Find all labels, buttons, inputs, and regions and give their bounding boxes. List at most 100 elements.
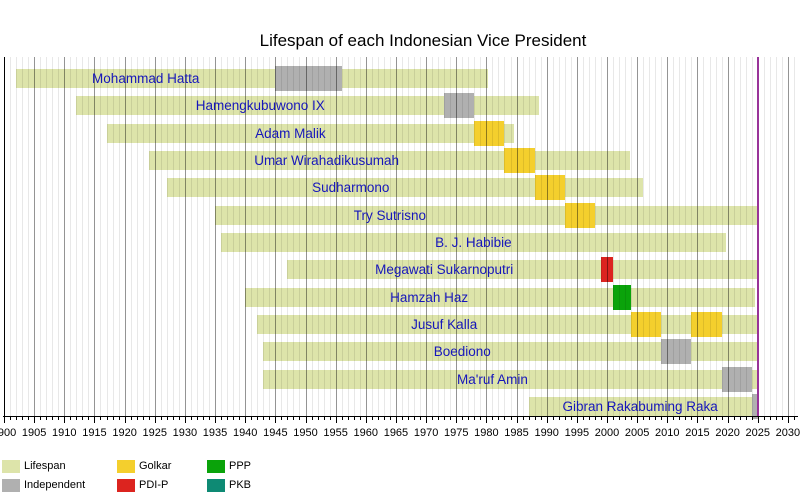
gridline xyxy=(118,57,120,416)
axis-tick xyxy=(401,417,403,420)
axis-tick xyxy=(28,417,30,420)
gridline xyxy=(184,57,186,416)
axis-tick xyxy=(534,417,536,420)
gridline xyxy=(317,57,319,416)
gridline xyxy=(275,57,277,416)
gridline xyxy=(305,57,307,416)
axis-tick xyxy=(709,417,711,420)
axis-tick xyxy=(100,417,102,420)
gridline xyxy=(257,57,259,416)
axis-tick xyxy=(166,417,168,420)
gridline xyxy=(359,57,361,416)
gridline xyxy=(781,57,783,416)
axis-tick xyxy=(106,417,108,420)
vp-name-label: Try Sutrisno xyxy=(353,207,427,223)
axis-tick xyxy=(136,417,138,420)
gridline xyxy=(673,57,675,416)
gridline xyxy=(160,57,162,416)
gridline xyxy=(492,57,494,416)
axis-tick xyxy=(787,417,789,423)
lifespan-bar xyxy=(263,342,758,362)
axis-tick-label: 1975 xyxy=(444,427,469,439)
term-segment xyxy=(534,175,565,201)
gridline xyxy=(697,57,699,416)
axis-tick xyxy=(649,417,651,420)
axis-tick xyxy=(287,417,289,420)
gridline xyxy=(46,57,48,416)
axis-tick-label: 1990 xyxy=(534,427,559,439)
axis-tick-label: 2005 xyxy=(624,427,650,439)
gridline xyxy=(763,57,765,416)
axis-tick-label: 2000 xyxy=(594,427,620,439)
gridline xyxy=(727,57,729,416)
gridline xyxy=(82,57,84,416)
axis-tick xyxy=(540,417,542,420)
gridline xyxy=(16,57,18,416)
gridline xyxy=(323,57,325,416)
gridline xyxy=(34,57,36,416)
axis-tick xyxy=(209,417,211,420)
axis-tick xyxy=(353,417,355,420)
axis-tick xyxy=(299,417,301,420)
axis-tick xyxy=(486,417,488,423)
axis-tick xyxy=(202,417,204,420)
gridline xyxy=(685,57,687,416)
gridline xyxy=(600,57,602,416)
axis-tick xyxy=(450,417,452,420)
gridline xyxy=(510,57,512,416)
axis-tick xyxy=(347,417,349,420)
axis-tick xyxy=(619,417,621,420)
axis-tick xyxy=(516,417,518,423)
axis-tick xyxy=(233,417,235,420)
present-day-line xyxy=(756,57,759,416)
vp-name-label: Ma'ruf Amin xyxy=(456,371,528,387)
term-segment xyxy=(474,120,505,146)
axis-tick xyxy=(365,417,367,423)
lifespan-bar xyxy=(215,205,758,225)
axis-tick-label: 1905 xyxy=(21,427,47,439)
gridline xyxy=(637,57,639,416)
term-segment xyxy=(444,93,475,119)
axis-tick xyxy=(522,417,524,420)
axis-tick xyxy=(239,417,241,420)
axis-tick xyxy=(769,417,771,420)
gridline xyxy=(202,57,204,416)
gridline xyxy=(329,57,331,416)
lifespan-bar xyxy=(221,232,726,252)
gridline xyxy=(613,57,615,416)
gridline xyxy=(395,57,397,416)
axis-tick xyxy=(311,417,313,420)
legend-label: PPP xyxy=(229,460,252,472)
axis-tick xyxy=(588,417,590,420)
gridline xyxy=(245,57,247,416)
gridline xyxy=(172,57,174,416)
gridline xyxy=(474,57,476,416)
axis-tick xyxy=(564,417,566,420)
term-segment xyxy=(613,284,632,310)
axis-tick xyxy=(142,417,144,420)
gridline xyxy=(540,57,542,416)
gridline xyxy=(607,57,608,416)
gridline xyxy=(58,57,60,416)
axis-tick xyxy=(275,417,277,423)
term-segment xyxy=(600,257,614,283)
gridline xyxy=(552,57,554,416)
axis-tick xyxy=(739,417,741,420)
axis-tick xyxy=(781,417,783,420)
term-segment xyxy=(564,202,595,228)
axis-tick xyxy=(281,417,283,420)
lifespan-bar xyxy=(106,123,514,143)
gridline xyxy=(775,57,777,416)
term-segment xyxy=(504,147,535,173)
vp-name-label: Umar Wirahadikusumah xyxy=(254,152,399,168)
axis-tick-label: 1940 xyxy=(232,427,258,439)
axis-tick xyxy=(697,417,699,423)
gridline xyxy=(178,57,180,416)
axis-tick xyxy=(118,417,120,420)
lifespan-bar xyxy=(166,178,644,198)
vp-name-label: Adam Malik xyxy=(255,125,326,141)
gridline xyxy=(4,57,5,416)
axis-tick xyxy=(504,417,506,420)
gridline xyxy=(745,57,747,416)
